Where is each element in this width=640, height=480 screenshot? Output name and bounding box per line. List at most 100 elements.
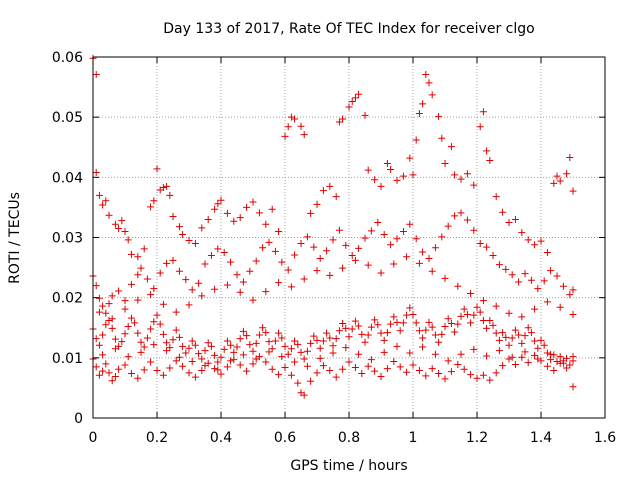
- data-point: [249, 198, 257, 206]
- data-point: [111, 372, 119, 380]
- data-point: [291, 115, 299, 123]
- data-point: [367, 323, 375, 331]
- data-point: [275, 371, 283, 379]
- data-point: [307, 339, 315, 347]
- data-point: [262, 358, 270, 366]
- data-point: [150, 341, 158, 349]
- data-point: [108, 315, 116, 323]
- data-point: [239, 351, 247, 359]
- data-point: [223, 209, 231, 217]
- data-point: [502, 265, 510, 273]
- data-point: [191, 373, 199, 381]
- data-point: [543, 249, 551, 257]
- data-point: [271, 247, 279, 255]
- data-point: [92, 282, 100, 290]
- data-point: [156, 320, 164, 328]
- data-point: [95, 308, 103, 316]
- data-point: [303, 347, 311, 355]
- data-point: [358, 369, 366, 377]
- data-point: [534, 285, 542, 293]
- data-point: [531, 337, 539, 345]
- data-point: [409, 171, 417, 179]
- data-point: [454, 282, 462, 290]
- data-point: [236, 361, 244, 369]
- data-point: [383, 329, 391, 337]
- data-point: [438, 134, 446, 142]
- data-point: [179, 342, 187, 350]
- data-point: [351, 94, 359, 102]
- data-point: [460, 305, 468, 313]
- data-point: [473, 374, 481, 382]
- data-point: [211, 351, 219, 359]
- data-point: [236, 214, 244, 222]
- data-point: [508, 334, 516, 342]
- data-point: [249, 347, 257, 355]
- data-point: [399, 172, 407, 180]
- data-point: [134, 253, 142, 261]
- data-point: [527, 329, 535, 337]
- data-point: [358, 330, 366, 338]
- data-point: [188, 286, 196, 294]
- data-point: [134, 296, 142, 304]
- data-point: [463, 311, 471, 319]
- x-tick-label: 0: [89, 430, 98, 446]
- data-point: [550, 366, 558, 374]
- data-point: [569, 311, 577, 319]
- x-tick-label: 1.2: [466, 430, 488, 446]
- data-point: [444, 315, 452, 323]
- data-point: [223, 281, 231, 289]
- data-point: [419, 100, 427, 108]
- data-point: [355, 322, 363, 330]
- data-point: [463, 170, 471, 178]
- data-point: [553, 272, 561, 280]
- data-point: [278, 353, 286, 361]
- data-point: [355, 244, 363, 252]
- data-point: [255, 331, 263, 339]
- data-point: [425, 318, 433, 326]
- data-point: [220, 249, 228, 257]
- data-point: [137, 348, 145, 356]
- data-point: [303, 362, 311, 370]
- data-point: [217, 353, 225, 361]
- data-point: [329, 236, 337, 244]
- data-point: [355, 90, 363, 98]
- data-point: [556, 303, 564, 311]
- data-point: [137, 264, 145, 272]
- data-point: [351, 317, 359, 325]
- data-point: [198, 224, 206, 232]
- data-point: [121, 305, 129, 313]
- data-point: [412, 319, 420, 327]
- data-point: [467, 289, 475, 297]
- data-point: [387, 241, 395, 249]
- data-point: [140, 343, 148, 351]
- data-point: [172, 357, 180, 365]
- data-point: [422, 70, 430, 78]
- data-point: [246, 267, 254, 275]
- data-point: [524, 324, 532, 332]
- data-point: [563, 364, 571, 372]
- data-point: [444, 222, 452, 230]
- data-point: [249, 296, 257, 304]
- data-point: [399, 319, 407, 327]
- data-point: [406, 349, 414, 357]
- data-point: [217, 370, 225, 378]
- data-point: [131, 319, 139, 327]
- data-point: [412, 136, 420, 144]
- data-point: [99, 331, 107, 339]
- data-point: [486, 317, 494, 325]
- data-point: [403, 253, 411, 261]
- data-point: [508, 271, 516, 279]
- data-point: [550, 179, 558, 187]
- data-point: [259, 244, 267, 252]
- data-point: [569, 286, 577, 294]
- data-point: [281, 363, 289, 371]
- data-point: [543, 349, 551, 357]
- data-point: [457, 209, 465, 217]
- data-point: [121, 361, 129, 369]
- data-point: [377, 182, 385, 190]
- y-axis-label: ROTI / TECUs: [7, 192, 23, 284]
- data-point: [198, 366, 206, 374]
- data-point: [207, 342, 215, 350]
- data-point: [540, 277, 548, 285]
- data-point: [284, 350, 292, 358]
